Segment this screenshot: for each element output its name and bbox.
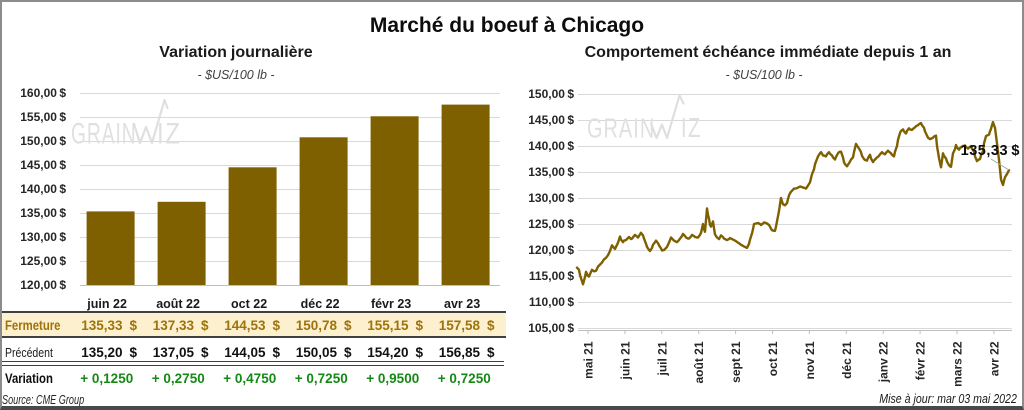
svg-text:160,00 $: 160,00 $ (20, 86, 66, 100)
svg-text:avr 22: avr 22 (987, 341, 1001, 376)
svg-text:déc 22: déc 22 (301, 297, 340, 311)
svg-text:120,00 $: 120,00 $ (528, 243, 574, 257)
svg-text:janv 22: janv 22 (877, 341, 891, 383)
svg-text:130,00 $: 130,00 $ (528, 191, 574, 205)
svg-text:avr 23: avr 23 (444, 297, 480, 311)
svg-text:juin 22: juin 22 (86, 297, 127, 311)
svg-text:déc 21: déc 21 (840, 341, 854, 379)
svg-text:août 22: août 22 (156, 297, 200, 311)
svg-text:févr 22: févr 22 (914, 341, 928, 380)
svg-text:135,33 $: 135,33 $ (961, 143, 1020, 159)
svg-text:oct 22: oct 22 (231, 297, 267, 311)
svg-text:140,00 $: 140,00 $ (20, 182, 66, 196)
svg-text:mai 21: mai 21 (582, 341, 596, 379)
svg-text:130,00 $: 130,00 $ (20, 230, 66, 244)
svg-text:105,00 $: 105,00 $ (528, 321, 574, 335)
svg-text:juil 21: juil 21 (655, 341, 669, 376)
svg-text:GRAIN: GRAIN (71, 117, 137, 150)
svg-text:145,00 $: 145,00 $ (528, 113, 574, 127)
svg-text:févr 23: févr 23 (371, 297, 411, 311)
svg-text:140,00 $: 140,00 $ (528, 139, 574, 153)
svg-text:110,00 $: 110,00 $ (529, 295, 574, 309)
svg-text:GRAIN: GRAIN (587, 113, 655, 144)
svg-text:août 21: août 21 (692, 341, 706, 383)
svg-text:IZ: IZ (681, 113, 702, 144)
svg-text:150,00 $: 150,00 $ (528, 87, 574, 101)
svg-text:145,00 $: 145,00 $ (20, 158, 66, 172)
svg-text:155,00 $: 155,00 $ (20, 110, 66, 124)
svg-text:120,00 $: 120,00 $ (20, 278, 66, 292)
svg-text:sept 21: sept 21 (729, 341, 743, 383)
svg-text:115,00 $: 115,00 $ (529, 269, 574, 283)
svg-text:nov 21: nov 21 (803, 341, 817, 379)
svg-text:135,00 $: 135,00 $ (20, 206, 66, 220)
svg-text:150,00 $: 150,00 $ (20, 134, 66, 148)
svg-text:125,00 $: 125,00 $ (20, 254, 66, 268)
svg-text:125,00 $: 125,00 $ (528, 217, 574, 231)
svg-text:mars 22: mars 22 (951, 341, 965, 387)
svg-text:juin 21: juin 21 (618, 341, 632, 380)
svg-text:IZ: IZ (157, 116, 182, 150)
svg-text:135,00 $: 135,00 $ (528, 165, 574, 179)
svg-text:oct 21: oct 21 (766, 341, 780, 376)
